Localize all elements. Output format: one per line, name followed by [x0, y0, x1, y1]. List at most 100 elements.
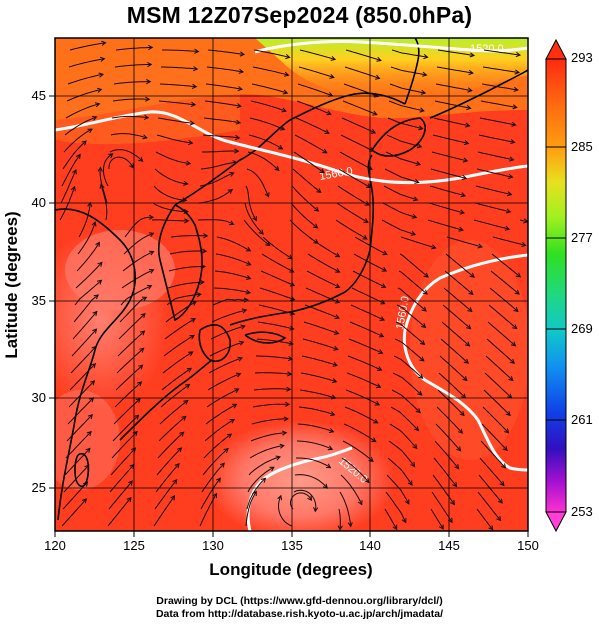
y-axis — [49, 95, 55, 489]
x-axis — [54, 531, 529, 537]
streamline — [67, 397, 94, 425]
streamline-arrow-icon — [192, 66, 199, 72]
streamline-arrow-icon — [419, 340, 426, 346]
streamline — [253, 388, 291, 391]
streamline — [162, 49, 199, 52]
streamline-arrow-icon — [461, 174, 468, 180]
streamline-arrow-icon — [332, 361, 339, 367]
x-tick-125: 125 — [123, 538, 145, 553]
x-tick-135: 135 — [281, 538, 303, 553]
streamline-arrow-icon — [234, 388, 240, 394]
streamline — [291, 185, 319, 212]
streamline — [204, 418, 235, 442]
streamline — [436, 406, 463, 434]
streamline — [113, 81, 151, 85]
colorbar — [545, 38, 567, 533]
streamline-arrow-icon — [245, 246, 252, 252]
streamline-arrow-icon — [450, 499, 456, 506]
streamline-arrow-icon — [229, 220, 235, 226]
x-tick-120: 120 — [44, 538, 66, 553]
streamline — [307, 253, 340, 273]
streamline — [481, 83, 518, 91]
streamline — [389, 83, 426, 94]
streamline — [430, 508, 444, 530]
streamline — [397, 287, 427, 312]
streamline — [203, 117, 241, 124]
streamline-arrow-icon — [241, 308, 248, 314]
streamline-arrow-icon — [465, 122, 471, 128]
colorbar-label-269: 269 — [571, 321, 593, 336]
contour-1560-east — [402, 253, 528, 472]
streamline-arrow-icon — [460, 192, 467, 198]
streamline — [339, 491, 352, 527]
streamline — [298, 406, 335, 416]
streamline-arrow-icon — [226, 433, 233, 439]
streamline — [481, 423, 508, 451]
streamline — [153, 185, 187, 201]
streamline — [344, 66, 380, 79]
contour-label-1: 1560.0 — [318, 165, 353, 183]
streamline — [343, 83, 379, 97]
streamline — [484, 372, 512, 399]
coast-shikoku — [244, 331, 287, 344]
streamline-arrow-icon — [467, 87, 473, 93]
streamline-arrow-icon — [279, 443, 285, 449]
streamline — [347, 355, 382, 371]
streamline-arrow-icon — [227, 188, 234, 194]
streamline — [299, 389, 336, 399]
streamline-arrow-icon — [238, 340, 245, 346]
streamline — [205, 403, 237, 425]
streamline — [109, 464, 135, 493]
colorbar-label-261: 261 — [571, 412, 593, 427]
streamline — [354, 236, 388, 255]
streamline-arrow-icon — [284, 401, 291, 407]
orange-land-north — [55, 65, 240, 145]
streamline — [474, 202, 511, 213]
streamline-arrow-icon — [381, 267, 388, 272]
warm-patch-east — [410, 240, 528, 460]
streamline — [434, 440, 460, 470]
streamline — [258, 304, 295, 315]
streamline-arrow-icon — [371, 437, 377, 443]
streamline-arrow-icon — [236, 103, 243, 109]
streamline-arrow-icon — [200, 263, 207, 270]
streamline-arrow-icon — [238, 68, 245, 74]
streamline — [107, 497, 132, 527]
streamline — [297, 83, 333, 97]
streamline — [154, 168, 188, 185]
streamline-arrow-icon — [98, 72, 105, 78]
streamline — [293, 151, 325, 174]
streamline — [491, 253, 521, 278]
streamline-arrow-icon — [454, 464, 460, 470]
streamline-arrow-icon — [279, 125, 286, 131]
streamline — [431, 151, 468, 162]
streamline-arrow-icon — [514, 289, 520, 295]
streamline-arrow-icon — [439, 524, 444, 530]
streamline-arrow-icon — [81, 140, 87, 146]
streamline — [163, 334, 195, 357]
streamline-arrow-icon — [108, 153, 114, 159]
streamline — [249, 445, 284, 459]
streamline — [121, 269, 154, 289]
streamline-arrow-icon — [75, 153, 81, 160]
streamline — [252, 66, 289, 76]
streamline — [342, 440, 374, 462]
streamline-arrow-icon — [87, 414, 94, 420]
streamline-arrow-icon — [497, 498, 503, 504]
streamline-arrow-icon — [380, 283, 387, 288]
streamline — [112, 98, 150, 102]
streamline — [197, 219, 234, 225]
streamline — [200, 161, 237, 170]
streamline-arrow-icon — [87, 128, 93, 134]
streamline-arrow-icon — [274, 166, 280, 172]
streamline — [155, 463, 180, 493]
streamline-arrow-icon — [92, 328, 98, 334]
streamline — [59, 186, 76, 221]
streamline-arrow-icon — [240, 324, 246, 330]
streamline — [290, 202, 318, 229]
streamline-arrow-icon — [70, 185, 76, 192]
streamline-arrow-icon — [510, 341, 517, 347]
streamline — [477, 151, 514, 161]
streamline-arrow-icon — [148, 214, 155, 220]
streamline-arrow-icon — [185, 160, 192, 166]
